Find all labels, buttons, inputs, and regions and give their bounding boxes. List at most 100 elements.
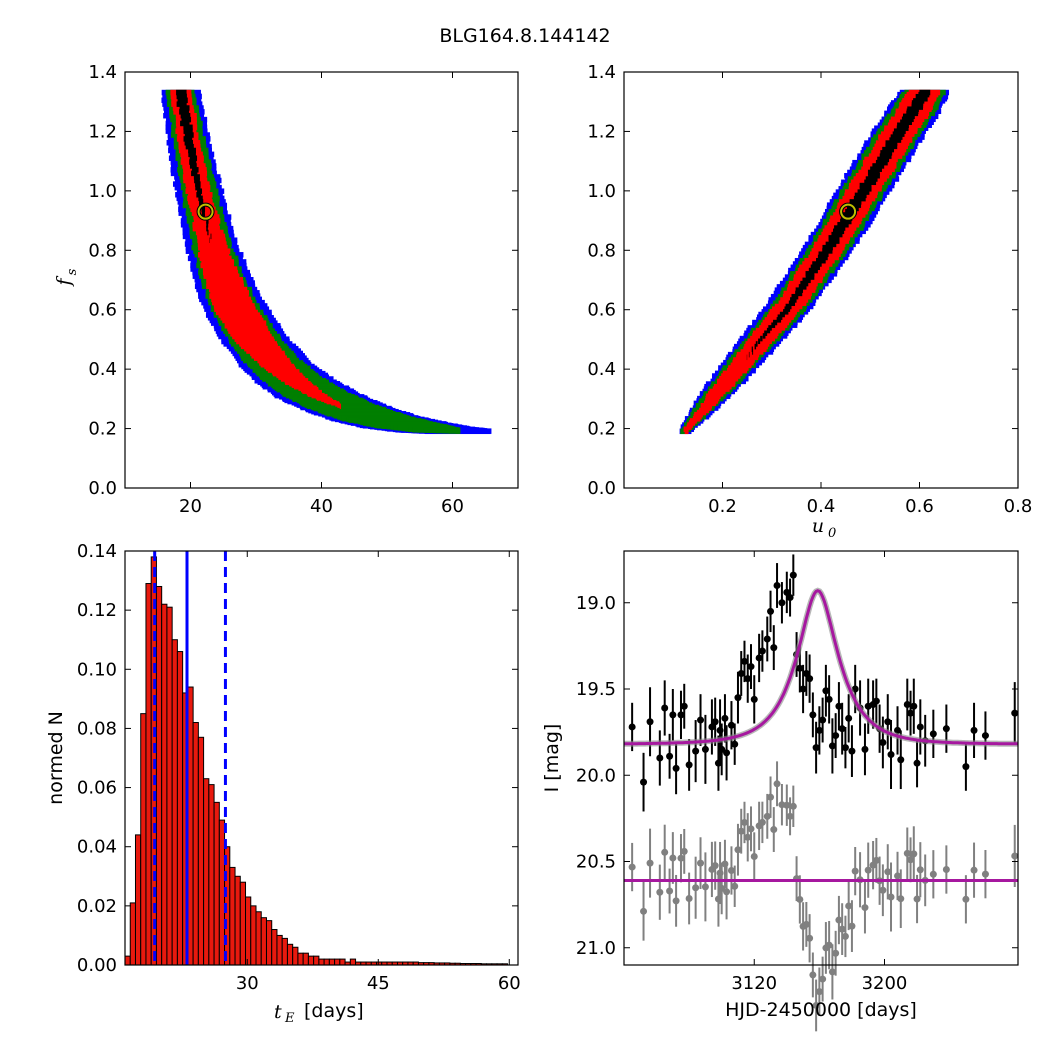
density-cell-black	[919, 89, 931, 96]
histogram-bar	[318, 958, 325, 966]
residual-point	[646, 859, 654, 867]
histogram-bar	[260, 917, 267, 966]
density-cell-black	[870, 166, 882, 172]
residual-point	[841, 932, 849, 940]
density-cell-black	[853, 195, 866, 202]
data-point	[879, 738, 887, 746]
residual-point	[656, 888, 664, 896]
residual-point	[815, 988, 823, 996]
data-point	[970, 726, 978, 734]
density-cell-black	[788, 300, 796, 306]
residual-point	[672, 897, 680, 905]
residual-point	[731, 882, 739, 890]
histogram-bar	[192, 722, 199, 966]
residual-point	[767, 793, 775, 801]
data-point	[903, 701, 911, 709]
density-cell-black	[834, 225, 846, 231]
y-tick-label: 0.0	[88, 478, 117, 499]
residual-point	[907, 856, 915, 864]
y-tick-label: 0.4	[587, 359, 616, 380]
density-cell-black	[798, 284, 807, 290]
data-point	[755, 654, 763, 662]
density-cell-black	[188, 151, 196, 158]
density-cell-red	[331, 400, 337, 406]
data-point	[809, 711, 817, 719]
data-point	[835, 702, 843, 710]
density-cell-black	[193, 174, 200, 180]
histogram-bar	[281, 937, 288, 966]
y-tick-label: 0.8	[88, 240, 117, 261]
residual-point	[734, 846, 742, 854]
panel-tE-fs: 20 40 60 0.0 0.2 0.4 0.6 0.8 1.0 1.2 1.4 fs	[53, 62, 519, 517]
panel-lightcurve: 3120 3200 19.0 19.5 20.0 20.5 21.0 I [mag] HJD-2…	[541, 550, 1019, 1032]
residual-point	[825, 941, 833, 949]
density-cell-black	[195, 181, 201, 187]
residual-point	[838, 925, 846, 933]
density-cell-black	[882, 146, 895, 153]
residual-point	[802, 920, 810, 928]
density-cell-black	[840, 218, 852, 225]
data-point	[731, 740, 739, 748]
data-point	[656, 754, 664, 762]
density-cell-black	[867, 169, 880, 176]
density-cell-black	[191, 170, 198, 177]
histogram-bar	[129, 902, 136, 966]
density-cell-red	[199, 248, 231, 254]
density-cell-black	[210, 233, 212, 240]
density-cell-black	[183, 124, 193, 131]
density-cell-black	[181, 116, 192, 123]
data-point	[799, 685, 807, 693]
y-tick-label: 1.2	[88, 121, 117, 142]
y-tick-label: 0.00	[77, 955, 117, 976]
x-tick-label: 0.6	[905, 496, 934, 517]
x-tick-label: 3120	[731, 973, 777, 994]
density-cell-black	[179, 105, 190, 111]
x-axis-label: HJD-2450000 [days]	[725, 999, 917, 1021]
histogram-bar	[187, 686, 194, 966]
x-tick-label: 0.8	[1004, 496, 1033, 517]
histogram-bar	[286, 943, 294, 966]
x-tick-label: 30	[236, 973, 259, 994]
data-point	[887, 751, 895, 759]
histogram-bar	[255, 911, 262, 966]
histogram-bar	[145, 583, 152, 966]
data-point	[646, 718, 654, 726]
histogram-bar	[176, 651, 184, 966]
density-cell-black	[900, 119, 912, 126]
density-cell-black	[849, 199, 862, 205]
residual-point	[962, 895, 970, 903]
data-point	[672, 764, 680, 772]
data-point	[640, 778, 648, 786]
density-cell-black	[180, 112, 191, 119]
residual-point	[783, 801, 791, 809]
data-point	[747, 663, 755, 671]
density-cell-black	[758, 338, 761, 345]
density-cell-black	[903, 113, 915, 120]
density-cell-black	[207, 229, 209, 236]
y-tick-label: 0.08	[77, 718, 117, 739]
density-cell-black	[868, 173, 880, 179]
data-point	[783, 588, 791, 596]
density-cell-black	[833, 228, 845, 235]
data-point	[789, 571, 797, 579]
density-cell-red	[335, 401, 340, 407]
histogram-bar	[349, 958, 357, 966]
residual-point	[786, 812, 794, 820]
density-cell-black	[885, 140, 898, 146]
density-cell-red	[212, 299, 253, 306]
residual-point	[737, 827, 745, 835]
y-tick-label: 1.2	[587, 121, 616, 142]
density-cell-black	[206, 218, 209, 224]
y-tick-label: 0.2	[587, 419, 616, 440]
density-cell-black	[177, 97, 188, 104]
residual-point	[727, 866, 735, 874]
density-cell-black	[192, 167, 199, 173]
density-cell-black	[755, 341, 758, 347]
density-cell-red	[195, 229, 224, 236]
density-cell-red	[213, 303, 255, 309]
histogram-bar	[166, 606, 173, 966]
density-cell-black	[206, 225, 208, 232]
density-cell-red	[197, 237, 226, 243]
data-point	[910, 702, 918, 710]
